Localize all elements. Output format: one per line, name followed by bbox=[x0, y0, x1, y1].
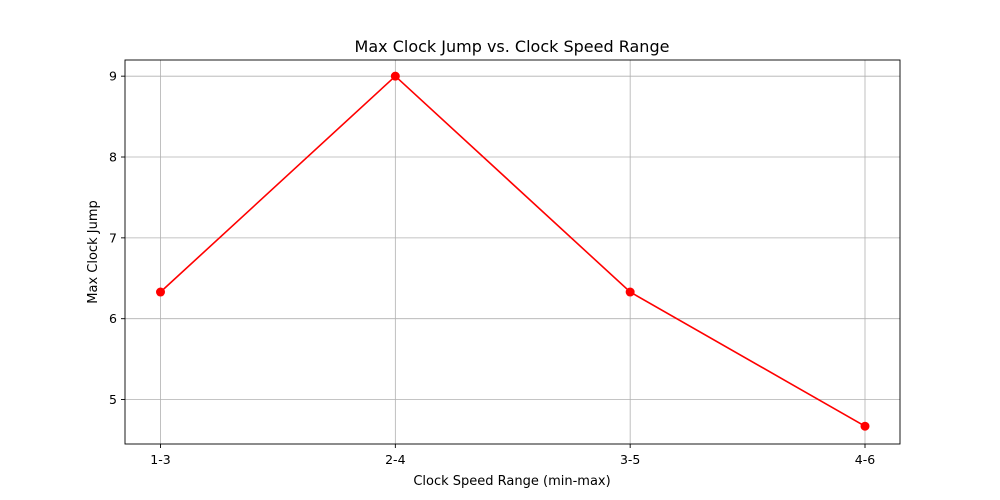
y-tick-label: 6 bbox=[109, 311, 117, 326]
x-tick-label: 3-5 bbox=[620, 452, 640, 467]
y-tick-label: 5 bbox=[109, 392, 117, 407]
data-point bbox=[390, 71, 400, 81]
x-tick-label: 1-3 bbox=[150, 452, 170, 467]
data-point bbox=[860, 421, 870, 431]
x-tick-label: 2-4 bbox=[385, 452, 405, 467]
series-line bbox=[159, 75, 866, 427]
axis-ticks: 1-3 2-4 3-5 4-6 5 6 7 8 9 bbox=[109, 69, 875, 467]
x-axis-label: Clock Speed Range (min-max) bbox=[413, 474, 610, 489]
chart-title: Max Clock Jump vs. Clock Speed Range bbox=[355, 37, 670, 56]
y-axis-label: Max Clock Jump bbox=[86, 200, 101, 303]
series bbox=[156, 71, 870, 431]
plot-frame bbox=[124, 59, 901, 445]
data-point bbox=[156, 287, 165, 297]
y-tick-label: 8 bbox=[109, 150, 117, 165]
x-tick-label: 4-6 bbox=[855, 452, 875, 467]
y-tick-label: 9 bbox=[109, 69, 117, 84]
grid bbox=[125, 60, 900, 444]
data-point bbox=[625, 287, 635, 297]
y-tick-label: 7 bbox=[109, 230, 117, 245]
